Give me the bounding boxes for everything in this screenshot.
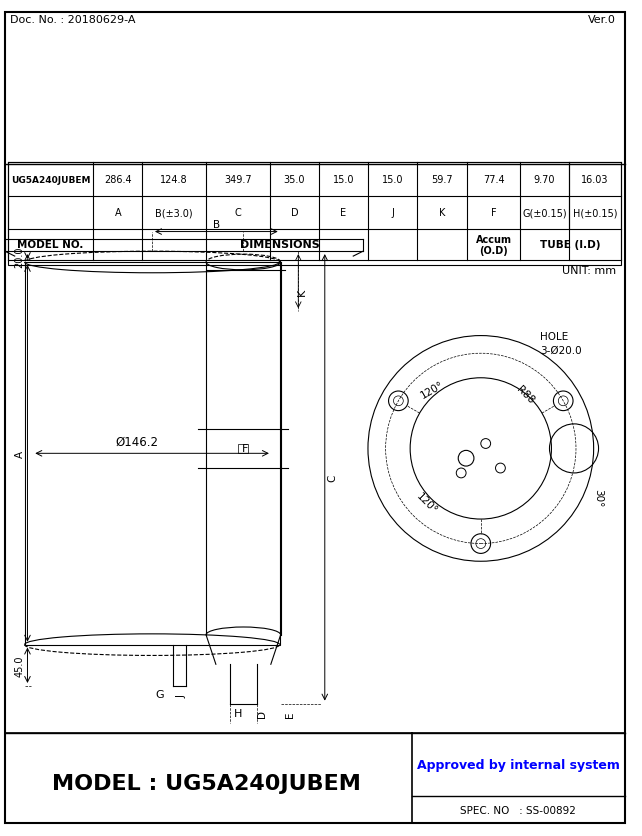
Text: 16.03: 16.03 [582,175,609,185]
Text: 15.0: 15.0 [382,175,403,185]
Text: UNIT: mm: UNIT: mm [562,266,616,276]
Text: 286.4: 286.4 [104,175,132,185]
Text: A: A [15,451,24,457]
Bar [8,163,621,266]
Text: E: E [286,711,295,716]
Text: 124.8: 124.8 [160,175,188,185]
Text: Doc. No. : 20180629-A: Doc. No. : 20180629-A [10,14,135,24]
Text: 20.0: 20.0 [15,247,24,268]
Bar [238,444,248,454]
Text: J: J [391,208,394,218]
Text: 35.0: 35.0 [284,175,305,185]
Text: C: C [234,208,241,218]
Text: 349.7: 349.7 [224,175,252,185]
Bar [24,263,280,645]
Text: 3-Ø20.0: 3-Ø20.0 [540,346,581,356]
Text: F: F [490,208,496,218]
Text: Ø146.2: Ø146.2 [116,435,159,448]
Text: K: K [297,288,308,296]
Text: 120°: 120° [415,491,439,515]
Text: B: B [213,219,220,229]
Text: D: D [291,208,298,218]
Text: 30°: 30° [594,489,603,507]
Text: 15.0: 15.0 [333,175,354,185]
Text: 77.4: 77.4 [483,175,505,185]
Text: 45.0: 45.0 [15,655,24,676]
Text: F: F [242,444,248,454]
Text: DIMENSIONS: DIMENSIONS [240,240,320,250]
Text: SPEC. NO   : SS-00892: SPEC. NO : SS-00892 [460,804,576,814]
Text: 120°: 120° [419,380,445,400]
Text: UG5A240JUBEM: UG5A240JUBEM [11,176,91,185]
Text: Ver.0: Ver.0 [588,14,616,24]
Text: 9.70: 9.70 [534,175,555,185]
Text: Approved by internal system: Approved by internal system [417,758,620,771]
Text: A: A [114,208,121,218]
Text: R88: R88 [514,385,535,405]
Text: H(±0.15): H(±0.15) [573,208,618,218]
Text: K: K [439,208,446,218]
Text: J: J [177,695,187,697]
Text: E: E [340,208,347,218]
Text: G(±0.15): G(±0.15) [523,208,567,218]
Text: B(±3.0): B(±3.0) [155,208,193,218]
Text: H: H [234,708,243,718]
Text: 59.7: 59.7 [431,175,453,185]
Text: TUBE (I.D): TUBE (I.D) [541,240,601,250]
Text: G: G [155,689,164,699]
Text: MODEL : UG5A240JUBEM: MODEL : UG5A240JUBEM [51,773,361,793]
Text: Accum
(O.D): Accum (O.D) [476,234,512,256]
Text: HOLE: HOLE [540,331,568,341]
Text: MODEL NO.: MODEL NO. [17,240,83,250]
Text: D: D [257,710,267,717]
Text: C: C [327,474,338,482]
